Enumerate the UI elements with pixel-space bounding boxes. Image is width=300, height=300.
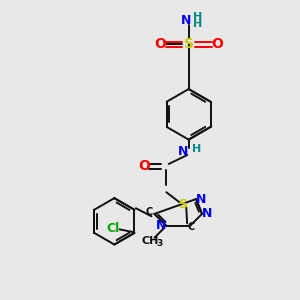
- Text: H: H: [192, 143, 202, 154]
- Text: C: C: [188, 222, 195, 232]
- Text: O: O: [211, 38, 223, 52]
- Text: N: N: [156, 219, 166, 232]
- Text: O: O: [138, 159, 150, 173]
- Text: Cl: Cl: [106, 222, 120, 235]
- Text: CH: CH: [141, 236, 159, 246]
- Text: H: H: [193, 12, 202, 22]
- Text: S: S: [178, 199, 187, 212]
- Text: N: N: [196, 193, 207, 206]
- Text: N: N: [202, 207, 213, 220]
- Text: N: N: [178, 145, 188, 158]
- Text: N: N: [181, 14, 191, 27]
- Text: H: H: [193, 19, 202, 29]
- Text: S: S: [184, 38, 194, 52]
- Text: C: C: [146, 207, 153, 218]
- Text: 3: 3: [157, 238, 163, 247]
- Text: O: O: [154, 38, 166, 52]
